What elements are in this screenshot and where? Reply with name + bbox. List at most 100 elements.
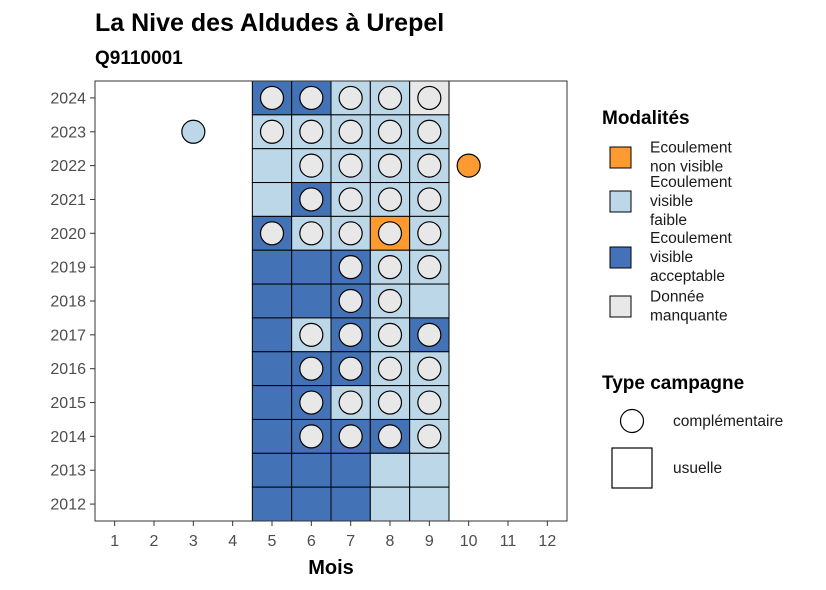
campaign-point	[377, 187, 403, 212]
x-tick-label: 10	[460, 533, 478, 550]
x-tick-label: 9	[425, 533, 434, 550]
y-tick-label: 2012	[50, 497, 86, 514]
campaign-point	[338, 85, 363, 111]
legend-key-dm	[609, 295, 632, 318]
campaign-point	[417, 187, 442, 212]
campaign-point	[299, 356, 324, 381]
heatmap-cell	[251, 283, 293, 319]
campaign-point	[338, 390, 363, 415]
campaign-point	[299, 187, 324, 212]
legend-key-vf	[609, 190, 632, 213]
heatmap-cell	[291, 249, 332, 285]
campaign-point	[417, 221, 442, 246]
y-tick-label: 2022	[50, 158, 86, 175]
y-tick-label: 2024	[50, 90, 86, 107]
x-tick-label: 7	[346, 533, 355, 550]
campaign-point	[338, 288, 363, 314]
campaign-point	[417, 390, 442, 415]
campaign-point	[259, 119, 285, 144]
campaign-point	[417, 424, 442, 449]
legend-label-usuelle: usuelle	[673, 460, 722, 477]
legend-campaign-title: Type campagne	[602, 373, 744, 394]
y-tick-label: 2016	[50, 361, 86, 378]
y-tick-label: 2020	[50, 226, 86, 243]
legend-key-complementaire	[619, 408, 645, 434]
campaign-point	[417, 153, 442, 178]
campaign-point	[377, 322, 403, 347]
heatmap-cell	[330, 452, 371, 488]
heatmap-cell	[369, 486, 411, 522]
heatmap-cell	[291, 486, 332, 522]
campaign-point	[338, 255, 363, 280]
heatmap-cell	[251, 418, 293, 454]
y-tick-label: 2021	[50, 192, 86, 209]
legend-campaign: Type campagne complémentaire usuelle	[602, 373, 783, 489]
x-tick-label: 8	[386, 533, 395, 550]
heatmap-cell	[409, 452, 450, 488]
campaign-point	[377, 356, 403, 381]
campaign-point	[417, 255, 442, 280]
campaign-point	[338, 153, 363, 178]
campaign-point	[417, 119, 442, 144]
legend-key-va	[609, 246, 632, 269]
heatmap-cell	[251, 351, 293, 387]
campaign-point	[299, 424, 324, 449]
legend-key-usuelle	[611, 447, 653, 489]
y-tick-label: 2023	[50, 124, 86, 141]
heatmap-cell	[369, 452, 411, 488]
x-tick-label: 1	[110, 533, 119, 550]
y-tick-label: 2015	[50, 395, 86, 412]
campaign-point	[417, 356, 442, 381]
chart-title: La Nive des Aldudes à Urepel	[95, 9, 444, 37]
campaign-point	[417, 322, 442, 347]
x-tick-label: 3	[189, 533, 198, 550]
legend-label-complementaire: complémentaire	[673, 413, 783, 430]
heatmap-cell	[251, 148, 293, 184]
campaign-point	[417, 85, 442, 111]
campaign-point	[338, 322, 363, 347]
heatmap-cell	[291, 452, 332, 488]
circles-layer	[181, 85, 481, 449]
campaign-point	[259, 221, 285, 246]
x-tick-label: 11	[500, 533, 517, 550]
y-tick-label: 2019	[50, 260, 86, 277]
x-axis-label: Mois	[308, 557, 354, 579]
campaign-point	[299, 153, 324, 178]
campaign-point	[299, 221, 324, 246]
heatmap-cell	[251, 385, 293, 420]
y-axis: 2012 2013 2014 2015 2016 2017 2018 2019 2020 2021…	[50, 90, 95, 514]
legend-modalities: Modalités Ecoulement non visibleEcoulemen…	[602, 108, 733, 325]
campaign-point	[377, 390, 403, 415]
y-tick-label: 2014	[50, 429, 86, 446]
campaign-point	[377, 153, 403, 178]
campaign-point	[259, 85, 285, 111]
campaign-point	[377, 255, 403, 280]
legend-label-va: Ecoulement visible acceptable	[650, 230, 733, 285]
campaign-point	[299, 322, 324, 347]
campaign-point	[377, 119, 403, 144]
heatmap-cell	[251, 249, 293, 285]
heatmap-cell	[251, 317, 293, 353]
x-tick-label: 12	[538, 533, 556, 550]
campaign-point	[338, 356, 363, 381]
heatmap-cell	[409, 283, 450, 319]
legend-modalities-title: Modalités	[602, 108, 690, 129]
y-tick-label: 2013	[50, 463, 86, 480]
heatmap-cell	[251, 452, 293, 488]
x-axis: 1 2 3 4 5 6 7 8 9 10 11 12	[110, 521, 556, 550]
x-tick-label: 4	[228, 533, 237, 550]
heatmap-cell	[251, 486, 293, 522]
campaign-point	[299, 85, 324, 111]
campaign-point	[299, 119, 324, 144]
legend-label-vf: Ecoulement visible faible	[650, 174, 733, 229]
chart-subtitle: Q9110001	[95, 48, 183, 69]
legend-label-nv: Ecoulement non visible	[650, 140, 733, 176]
campaign-point	[377, 85, 403, 111]
campaign-point	[456, 153, 481, 178]
campaign-point	[338, 187, 363, 212]
x-tick-label: 6	[307, 533, 316, 550]
campaign-point	[299, 390, 324, 415]
campaign-point	[377, 221, 403, 246]
campaign-point	[377, 288, 403, 314]
